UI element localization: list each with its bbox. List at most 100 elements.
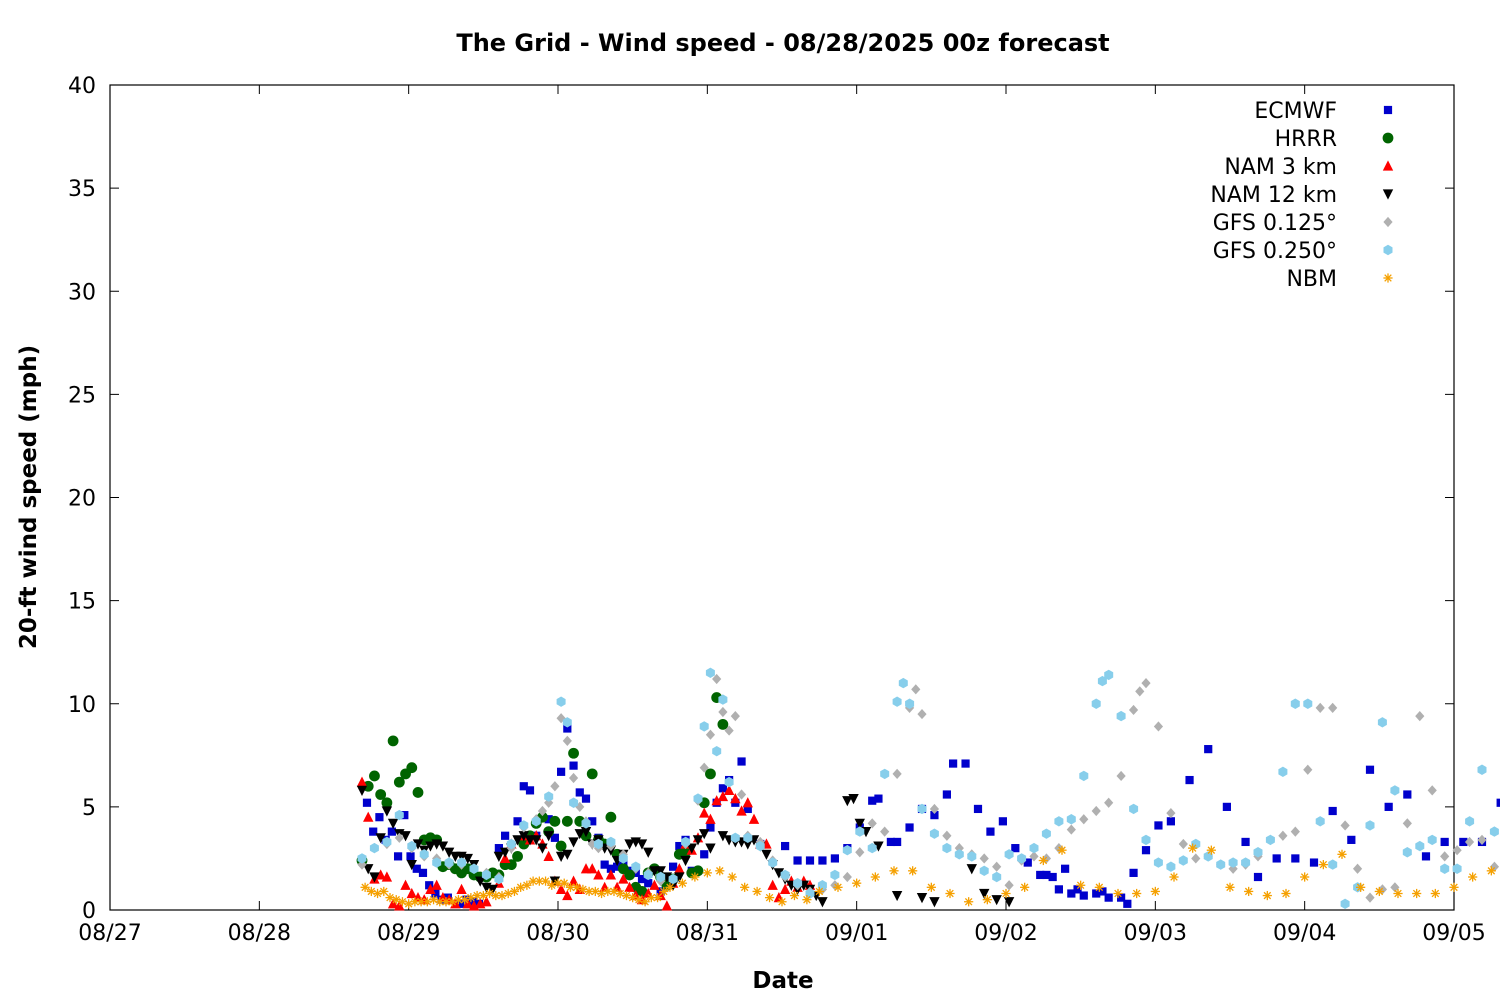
data-point xyxy=(640,897,650,907)
data-point xyxy=(773,868,785,879)
data-point xyxy=(868,796,877,805)
data-point xyxy=(1104,797,1114,808)
data-point xyxy=(802,895,812,905)
data-point xyxy=(1029,842,1039,854)
data-point xyxy=(425,883,436,894)
data-point xyxy=(717,790,729,802)
data-point xyxy=(493,851,505,862)
data-point xyxy=(929,828,939,839)
data-point xyxy=(699,829,710,840)
data-point xyxy=(1079,770,1089,782)
data-point xyxy=(1150,886,1160,897)
data-point xyxy=(412,839,424,850)
data-point xyxy=(1452,845,1462,856)
data-point xyxy=(562,849,573,860)
y-tick-label: 15 xyxy=(68,590,96,615)
data-point xyxy=(375,789,387,800)
data-point xyxy=(964,897,974,907)
data-point xyxy=(942,790,951,799)
data-point xyxy=(1365,765,1375,774)
data-points xyxy=(356,667,1500,911)
data-point xyxy=(1427,785,1437,796)
y-tick-label: 0 xyxy=(82,899,96,924)
x-tick-label: 09/02 xyxy=(974,921,1037,946)
data-point xyxy=(469,863,479,874)
data-point xyxy=(569,761,578,770)
data-point xyxy=(603,886,613,897)
data-point xyxy=(966,864,977,875)
data-point xyxy=(1153,857,1163,868)
data-point xyxy=(422,897,432,907)
data-point xyxy=(690,872,700,882)
data-point xyxy=(780,869,790,881)
data-point xyxy=(468,897,477,906)
data-point xyxy=(893,837,902,847)
data-point xyxy=(499,847,511,858)
data-point xyxy=(562,735,572,746)
data-point xyxy=(1154,821,1163,830)
data-point xyxy=(973,804,983,814)
data-point xyxy=(1041,828,1051,839)
data-point xyxy=(412,787,424,798)
data-point xyxy=(1185,775,1194,785)
data-point xyxy=(706,823,715,832)
data-point xyxy=(391,895,401,905)
data-point xyxy=(643,869,653,881)
data-point xyxy=(677,878,688,888)
data-point xyxy=(1117,893,1126,902)
data-point xyxy=(1132,888,1142,899)
data-point xyxy=(394,832,404,843)
data-point xyxy=(543,850,554,861)
data-point xyxy=(705,667,715,678)
data-point xyxy=(730,711,740,722)
data-point xyxy=(1468,872,1478,882)
data-point xyxy=(481,896,492,907)
data-point xyxy=(1166,817,1175,826)
data-point xyxy=(1340,898,1350,909)
data-point xyxy=(562,889,573,901)
data-point xyxy=(1459,837,1468,847)
data-point xyxy=(1076,880,1086,890)
data-point xyxy=(817,897,828,908)
data-point xyxy=(1011,844,1020,853)
data-point xyxy=(982,895,992,905)
data-point xyxy=(805,856,815,865)
legend-marker xyxy=(1382,189,1394,200)
data-point xyxy=(1365,820,1375,831)
data-point xyxy=(1094,882,1104,892)
data-point xyxy=(1141,834,1151,846)
data-point xyxy=(855,826,865,837)
data-point xyxy=(381,871,393,882)
data-point xyxy=(817,880,827,891)
x-tick-label: 09/01 xyxy=(825,921,888,946)
data-point xyxy=(578,884,588,894)
data-point xyxy=(569,797,579,808)
data-point xyxy=(1390,785,1400,796)
data-point xyxy=(705,813,716,824)
y-tick-label: 10 xyxy=(68,693,96,718)
data-point xyxy=(1430,888,1440,899)
data-point xyxy=(752,886,762,897)
data-point xyxy=(1225,882,1235,892)
data-point xyxy=(618,853,628,864)
data-point xyxy=(356,776,368,787)
data-point xyxy=(1241,857,1251,868)
data-point xyxy=(1374,886,1384,897)
data-point xyxy=(412,864,421,873)
data-point xyxy=(387,898,399,909)
data-point xyxy=(600,860,609,869)
data-point xyxy=(531,816,541,827)
data-point xyxy=(1241,837,1250,847)
data-point xyxy=(998,817,1007,826)
data-point xyxy=(793,856,802,865)
data-point xyxy=(991,895,1002,906)
data-point xyxy=(852,878,862,888)
legend-label: NAM 3 km xyxy=(1224,155,1337,180)
data-point xyxy=(581,794,591,803)
data-point xyxy=(447,897,457,907)
data-point xyxy=(1116,710,1126,722)
data-point xyxy=(1054,843,1064,854)
data-point xyxy=(531,835,542,846)
data-point xyxy=(1166,807,1176,819)
